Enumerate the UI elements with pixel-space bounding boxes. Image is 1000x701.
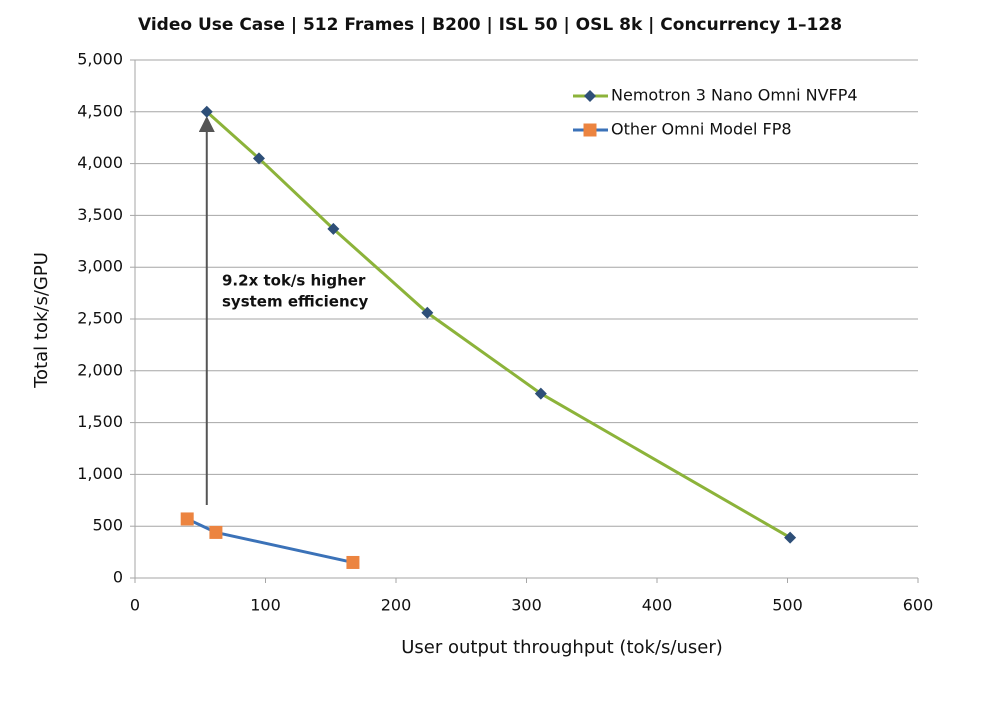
data-point bbox=[534, 387, 547, 400]
y-tick-label: 1,000 bbox=[77, 464, 123, 483]
x-tick-label: 200 bbox=[381, 596, 412, 615]
data-point bbox=[327, 222, 340, 235]
legend-label: Other Omni Model FP8 bbox=[611, 120, 792, 139]
y-tick-label: 2,500 bbox=[77, 309, 123, 328]
data-point bbox=[346, 555, 360, 569]
data-point bbox=[421, 306, 434, 319]
x-tick-label: 100 bbox=[250, 596, 281, 615]
y-tick-label: 0 bbox=[113, 568, 123, 587]
data-point bbox=[200, 105, 213, 118]
x-tick-label: 500 bbox=[772, 596, 803, 615]
x-tick-label: 0 bbox=[130, 596, 140, 615]
y-tick-label: 4,000 bbox=[77, 153, 123, 172]
legend-label: Nemotron 3 Nano Omni NVFP4 bbox=[611, 86, 858, 105]
y-tick-label: 1,500 bbox=[77, 412, 123, 431]
series-line bbox=[205, 110, 791, 539]
legend-marker bbox=[583, 123, 597, 137]
y-axis-label: Total tok/s/GPU bbox=[31, 252, 52, 389]
y-tick-label: 2,000 bbox=[77, 360, 123, 379]
y-tick-label: 3,500 bbox=[77, 205, 123, 224]
x-tick-label: 300 bbox=[511, 596, 542, 615]
annotation: system efficiency bbox=[222, 293, 369, 311]
series-line bbox=[186, 517, 354, 564]
x-tick-label: 400 bbox=[642, 596, 673, 615]
annotation: 9.2x tok/s higher bbox=[222, 272, 366, 290]
y-tick-label: 4,500 bbox=[77, 101, 123, 120]
y-tick-label: 3,000 bbox=[77, 257, 123, 276]
x-tick-label: 600 bbox=[903, 596, 934, 615]
data-point bbox=[784, 531, 797, 544]
data-point bbox=[209, 525, 223, 539]
chart-title: Video Use Case | 512 Frames | B200 | ISL… bbox=[138, 15, 842, 35]
y-tick-label: 500 bbox=[92, 516, 123, 535]
x-axis-label: User output throughput (tok/s/user) bbox=[401, 637, 723, 658]
y-tick-label: 5,000 bbox=[77, 50, 123, 69]
legend-marker bbox=[584, 90, 596, 102]
data-point bbox=[252, 152, 265, 165]
data-point bbox=[180, 512, 194, 526]
